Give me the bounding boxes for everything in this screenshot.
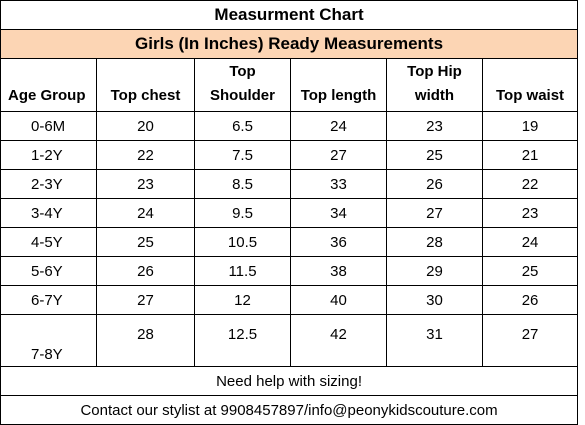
waist-cell: 23: [481, 198, 579, 228]
shoulder-cell: 8.5: [194, 169, 291, 199]
age-cell: 1-2Y: [0, 140, 97, 170]
header-top-shoulder: Top Shoulder: [194, 58, 291, 112]
length-cell: 34: [290, 198, 387, 228]
table-row: 0-6M 20 6.5 24 23 19: [0, 111, 579, 141]
chest-cell: 26: [96, 256, 195, 286]
age-cell: 5-6Y: [0, 256, 97, 286]
header-row: Age Group Top chest Top Shoulder Top leng…: [0, 58, 579, 112]
table-row: 2-3Y 23 8.5 33 26 22: [0, 169, 579, 199]
length-cell: 40: [290, 285, 387, 315]
shoulder-cell: 7.5: [194, 140, 291, 170]
shoulder-cell: 6.5: [194, 111, 291, 141]
hip-width-cell: 31: [386, 314, 483, 367]
table-row: 1-2Y 22 7.5 27 25 21: [0, 140, 579, 170]
hip-width-cell: 23: [386, 111, 483, 141]
chest-cell: 25: [96, 227, 195, 257]
age-cell: 4-5Y: [0, 227, 97, 257]
age-cell: 3-4Y: [0, 198, 97, 228]
age-cell: 6-7Y: [0, 285, 97, 315]
header-top-chest: Top chest: [96, 58, 195, 112]
chest-cell: 20: [96, 111, 195, 141]
age-cell: 0-6M: [0, 111, 97, 141]
header-top-length: Top length: [290, 58, 387, 112]
chart-title: Measurment Chart: [0, 0, 579, 30]
chest-cell: 24: [96, 198, 195, 228]
waist-cell: 19: [481, 111, 579, 141]
waist-cell: 24: [481, 227, 579, 257]
table-row: 5-6Y 26 11.5 38 29 25: [0, 256, 579, 286]
header-top-waist: Top waist: [481, 58, 579, 112]
shoulder-cell: 12.5: [194, 314, 291, 367]
sizing-help-note: Need help with sizing!: [0, 366, 579, 396]
chest-cell: 23: [96, 169, 195, 199]
header-age-group: Age Group: [0, 58, 97, 112]
hip-width-cell: 27: [386, 198, 483, 228]
length-cell: 42: [290, 314, 387, 367]
hip-width-cell: 25: [386, 140, 483, 170]
stylist-contact-note: Contact our stylist at 9908457897/info@p…: [0, 395, 579, 425]
chest-cell: 27: [96, 285, 195, 315]
table-row: 6-7Y 27 12 40 30 26: [0, 285, 579, 315]
age-cell: 7-8Y: [0, 314, 97, 367]
length-cell: 36: [290, 227, 387, 257]
header-top-hip-width: Top Hip width: [386, 58, 483, 112]
shoulder-cell: 9.5: [194, 198, 291, 228]
shoulder-cell: 10.5: [194, 227, 291, 257]
hip-width-cell: 30: [386, 285, 483, 315]
chest-cell: 22: [96, 140, 195, 170]
length-cell: 24: [290, 111, 387, 141]
hip-width-cell: 28: [386, 227, 483, 257]
length-cell: 33: [290, 169, 387, 199]
table-row: 7-8Y 28 12.5 42 31 27: [0, 314, 579, 367]
waist-cell: 27: [481, 314, 579, 367]
length-cell: 27: [290, 140, 387, 170]
age-cell: 2-3Y: [0, 169, 97, 199]
waist-cell: 26: [481, 285, 579, 315]
shoulder-cell: 12: [194, 285, 291, 315]
length-cell: 38: [290, 256, 387, 286]
table-row: 3-4Y 24 9.5 34 27 23: [0, 198, 579, 228]
hip-width-cell: 29: [386, 256, 483, 286]
hip-width-cell: 26: [386, 169, 483, 199]
table-row: 4-5Y 25 10.5 36 28 24: [0, 227, 579, 257]
shoulder-cell: 11.5: [194, 256, 291, 286]
chest-cell: 28: [96, 314, 195, 367]
chart-subtitle: Girls (In Inches) Ready Measurements: [0, 29, 579, 59]
waist-cell: 21: [481, 140, 579, 170]
waist-cell: 25: [481, 256, 579, 286]
waist-cell: 22: [481, 169, 579, 199]
